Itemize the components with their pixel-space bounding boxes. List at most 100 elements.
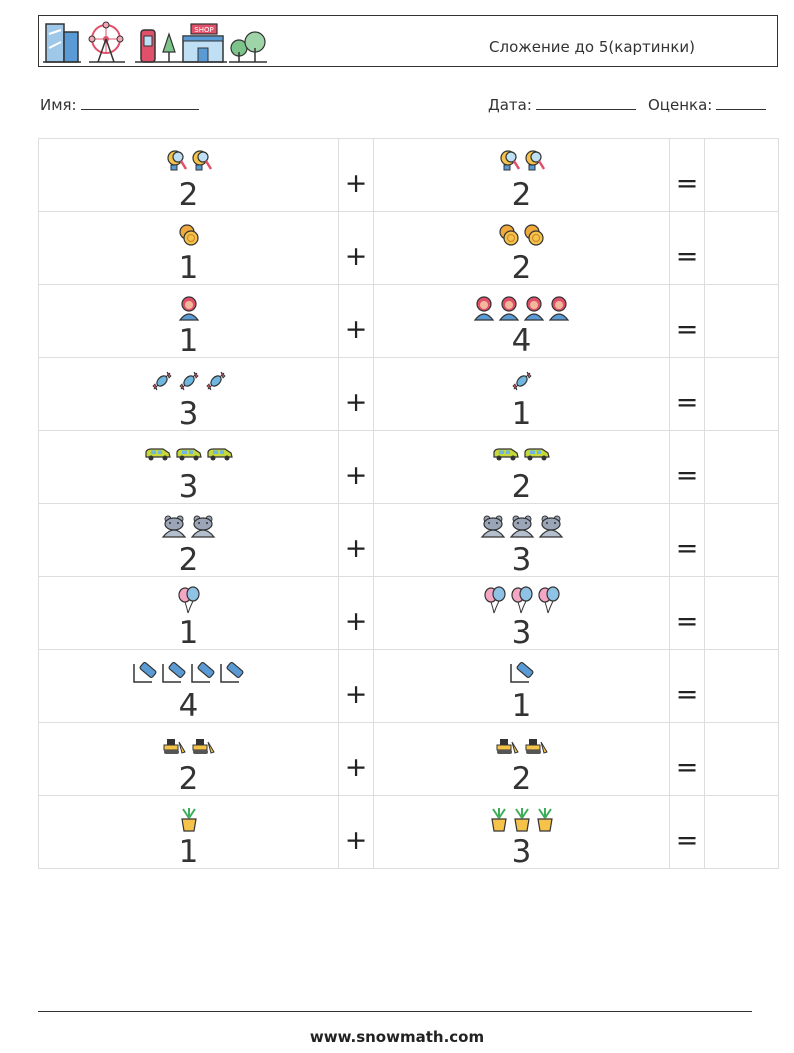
candy-icon [204, 369, 228, 397]
equals-cell: = [669, 649, 705, 723]
answer-cell[interactable] [704, 284, 779, 358]
phone-booth-icon [135, 29, 179, 63]
operand-b-number: 4 [511, 323, 532, 359]
operand-a-cell: 1 [38, 211, 339, 286]
equals-sign: = [675, 825, 699, 856]
answer-cell[interactable] [704, 357, 779, 431]
name-blank[interactable] [80, 95, 199, 110]
grade-blank[interactable] [716, 95, 767, 110]
ferris-wheel-icon [88, 21, 125, 63]
answer-cell[interactable] [704, 211, 779, 285]
worksheet-header: SHOP Сложение до 5(картинки) [38, 15, 778, 67]
grade-field[interactable]: Оценка: [648, 95, 767, 114]
operand-a-cell: 3 [38, 357, 339, 431]
answer-cell[interactable] [704, 430, 779, 504]
operand-a-cell: 3 [38, 430, 339, 505]
operand-a-cell: 1 [38, 795, 339, 869]
problem-row: 1 +3 = [38, 576, 779, 651]
plus-sign: + [344, 825, 368, 856]
hippo-icon [190, 515, 216, 543]
equals-cell: = [669, 211, 705, 285]
magnifier-bulb-icon [165, 149, 188, 179]
car-icon [175, 446, 203, 466]
marker-icon [190, 660, 216, 690]
answer-cell[interactable] [704, 795, 779, 869]
equals-sign: = [675, 606, 699, 637]
hippo-icon [480, 515, 506, 543]
plus-sign: + [344, 314, 368, 345]
doctor-icon [548, 295, 570, 325]
plus-cell: + [338, 576, 374, 650]
plus-sign: + [344, 460, 368, 491]
operand-a-pictures [39, 805, 338, 837]
operand-b-number: 3 [511, 834, 532, 870]
plus-cell: + [338, 138, 374, 212]
operand-b-cell: 2 [373, 430, 670, 505]
operand-a-pictures [39, 732, 338, 764]
coins-icon [523, 223, 545, 251]
equals-sign: = [675, 460, 699, 491]
operand-b-cell: 2 [373, 138, 670, 212]
equals-sign: = [675, 241, 699, 272]
footer-url[interactable]: www.snowmath.com [309, 1028, 485, 1046]
operand-b-cell: 2 [373, 722, 670, 796]
operand-b-number: 1 [511, 396, 532, 432]
footer-divider [38, 1011, 752, 1012]
grade-label: Оценка: [648, 96, 713, 114]
problem-row: 4 +1 = [38, 649, 779, 723]
doctor-icon [473, 295, 495, 325]
operand-b-number: 2 [511, 250, 532, 286]
name-label: Имя: [40, 96, 77, 114]
plus-cell: + [338, 503, 374, 577]
car-icon [144, 446, 172, 466]
equals-cell: = [669, 357, 705, 431]
operand-b-number: 2 [511, 469, 532, 505]
operand-b-pictures [374, 659, 669, 691]
operand-a-number: 3 [178, 469, 199, 505]
svg-text:SHOP: SHOP [194, 26, 213, 34]
date-field[interactable]: Дата: [488, 95, 636, 114]
problem-row: 2 +2 = [38, 138, 779, 212]
balloons-icon [537, 586, 561, 618]
operand-b-cell: 3 [373, 576, 670, 651]
balloons-icon [483, 586, 507, 618]
operand-b-pictures [374, 805, 669, 837]
date-blank[interactable] [535, 95, 636, 110]
operand-b-pictures [374, 294, 669, 326]
doctor-icon [178, 295, 200, 325]
operand-a-number: 1 [178, 323, 199, 359]
equals-cell: = [669, 722, 705, 796]
answer-cell[interactable] [704, 503, 779, 577]
answer-cell[interactable] [704, 576, 779, 650]
bulldozer-icon [494, 736, 520, 760]
equals-cell: = [669, 430, 705, 504]
balloons-icon [510, 586, 534, 618]
operand-b-pictures [374, 367, 669, 399]
name-field[interactable]: Имя: [40, 95, 199, 114]
operand-b-cell: 3 [373, 503, 670, 578]
operand-a-number: 1 [178, 250, 199, 286]
marker-icon [132, 660, 158, 690]
operand-a-pictures [39, 440, 338, 472]
car-icon [492, 446, 520, 466]
potted-plant-icon [535, 806, 555, 836]
operand-b-number: 3 [511, 542, 532, 578]
doctor-icon [498, 295, 520, 325]
equals-sign: = [675, 533, 699, 564]
problem-row: 2 +2 = [38, 722, 779, 796]
marker-icon [219, 660, 245, 690]
magnifier-bulb-icon [190, 149, 213, 179]
bulldozer-icon [523, 736, 549, 760]
answer-cell[interactable] [704, 649, 779, 723]
answer-cell[interactable] [704, 138, 779, 212]
date-label: Дата: [488, 96, 532, 114]
magnifier-bulb-icon [523, 149, 546, 179]
candy-icon [510, 369, 534, 397]
plus-sign: + [344, 533, 368, 564]
magnifier-bulb-icon [498, 149, 521, 179]
answer-cell[interactable] [704, 722, 779, 796]
potted-plant-icon [179, 806, 199, 836]
operand-b-number: 3 [511, 615, 532, 651]
problem-row: 1 +3 = [38, 795, 779, 870]
plus-cell: + [338, 284, 374, 358]
